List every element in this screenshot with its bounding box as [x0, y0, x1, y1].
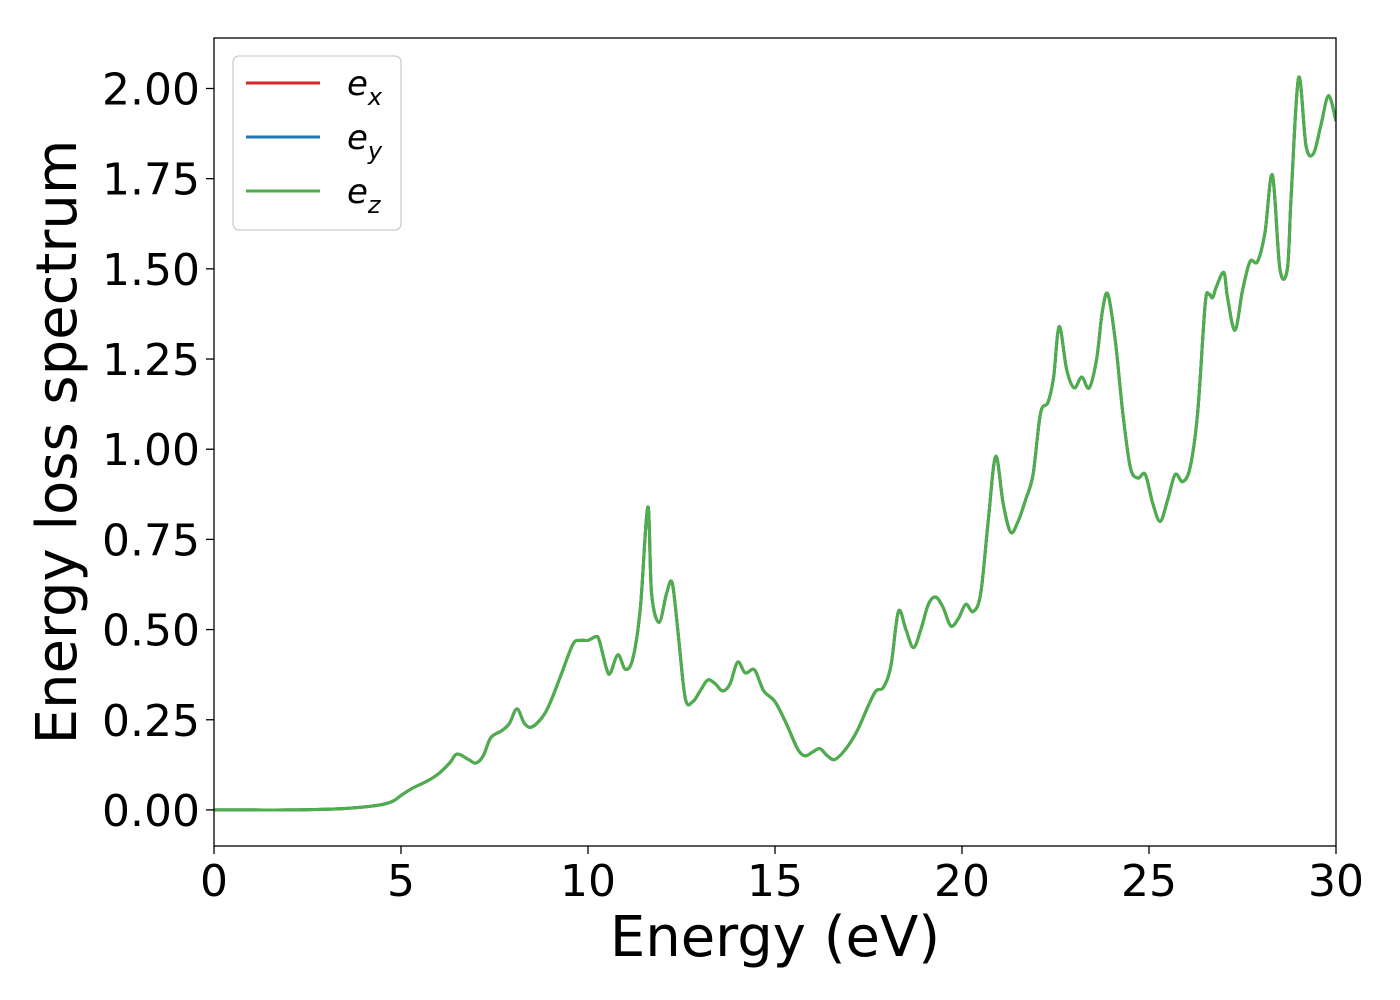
y-tick-label: 0.00 [102, 786, 200, 837]
x-tick-label: 0 [200, 856, 228, 907]
series-layer [214, 75, 1336, 812]
legend-label-sub: z [367, 191, 382, 219]
x-tick-label: 15 [747, 856, 803, 907]
x-tick-label: 10 [560, 856, 616, 907]
legend-label-base: e [347, 118, 368, 158]
legend-label-sub: x [367, 83, 383, 111]
x-tick-label: 25 [1121, 856, 1177, 907]
y-tick-label: 1.00 [102, 425, 200, 476]
x-axis-title: Energy (eV) [610, 905, 940, 970]
y-tick-label: 0.50 [102, 606, 200, 657]
x-tick-label: 20 [934, 856, 990, 907]
y-tick-label: 0.25 [102, 696, 200, 747]
y-tick-label: 1.25 [102, 335, 200, 386]
x-tick-label: 30 [1308, 856, 1364, 907]
legend-box [232, 55, 402, 231]
y-axis: 0.00 0.25 0.50 0.75 1.00 1.25 1.50 1.75 2.00 [102, 65, 214, 837]
legend-label: ex [347, 64, 383, 111]
legend-label: ez [347, 172, 382, 219]
legend-label-base: e [347, 172, 368, 212]
x-tick-label: 5 [387, 856, 415, 907]
y-axis-title: Energy loss spectrum [25, 140, 90, 745]
series-line-2 [214, 75, 1336, 812]
x-axis: 0 5 10 15 20 25 30 [200, 846, 1364, 907]
y-tick-label: 1.75 [102, 155, 200, 206]
legend-label: ey [347, 118, 383, 165]
y-tick-label: 0.75 [102, 515, 200, 566]
y-tick-label: 1.50 [102, 245, 200, 296]
y-tick-label: 2.00 [102, 65, 200, 116]
legend-label-sub: y [367, 137, 383, 165]
legend-label-base: e [347, 64, 368, 104]
